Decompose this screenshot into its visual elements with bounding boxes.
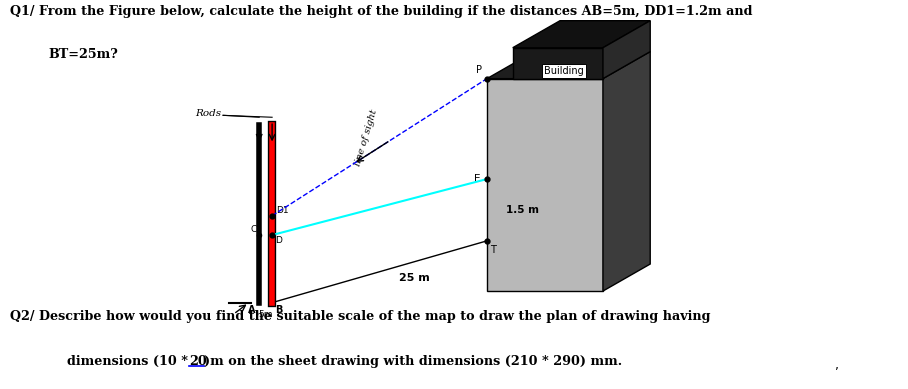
- Text: P: P: [476, 65, 482, 75]
- Text: dimensions (10 *: dimensions (10 *: [49, 355, 188, 368]
- Text: 1.5 m: 1.5 m: [506, 205, 538, 215]
- Text: ,: ,: [835, 359, 839, 372]
- Text: )m on the sheet drawing with dimensions (210 * 290) mm.: )m on the sheet drawing with dimensions …: [204, 355, 622, 368]
- Text: A: A: [248, 305, 256, 315]
- Text: Q1/ From the Figure below, calculate the height of the building if the distances: Q1/ From the Figure below, calculate the…: [10, 5, 753, 18]
- Polygon shape: [513, 21, 650, 48]
- Text: T: T: [490, 245, 497, 255]
- Polygon shape: [603, 21, 650, 79]
- Text: 20: 20: [189, 355, 206, 368]
- Text: 25 m: 25 m: [399, 273, 429, 282]
- Text: Rods: Rods: [194, 109, 221, 118]
- Text: line of sight: line of sight: [354, 109, 380, 168]
- Text: C: C: [251, 225, 257, 234]
- Text: E: E: [474, 174, 480, 184]
- Polygon shape: [603, 52, 650, 291]
- Polygon shape: [487, 79, 603, 291]
- Text: BT=25m?: BT=25m?: [49, 48, 119, 61]
- Text: D: D: [275, 236, 282, 245]
- Text: Q2/ Describe how would you find the suitable scale of the map to draw the plan o: Q2/ Describe how would you find the suit…: [10, 310, 710, 323]
- Text: Building: Building: [545, 66, 584, 76]
- Polygon shape: [513, 48, 603, 79]
- Text: B: B: [275, 305, 283, 315]
- Text: D1: D1: [276, 206, 289, 215]
- Text: 5m: 5m: [259, 310, 273, 319]
- Polygon shape: [487, 52, 650, 79]
